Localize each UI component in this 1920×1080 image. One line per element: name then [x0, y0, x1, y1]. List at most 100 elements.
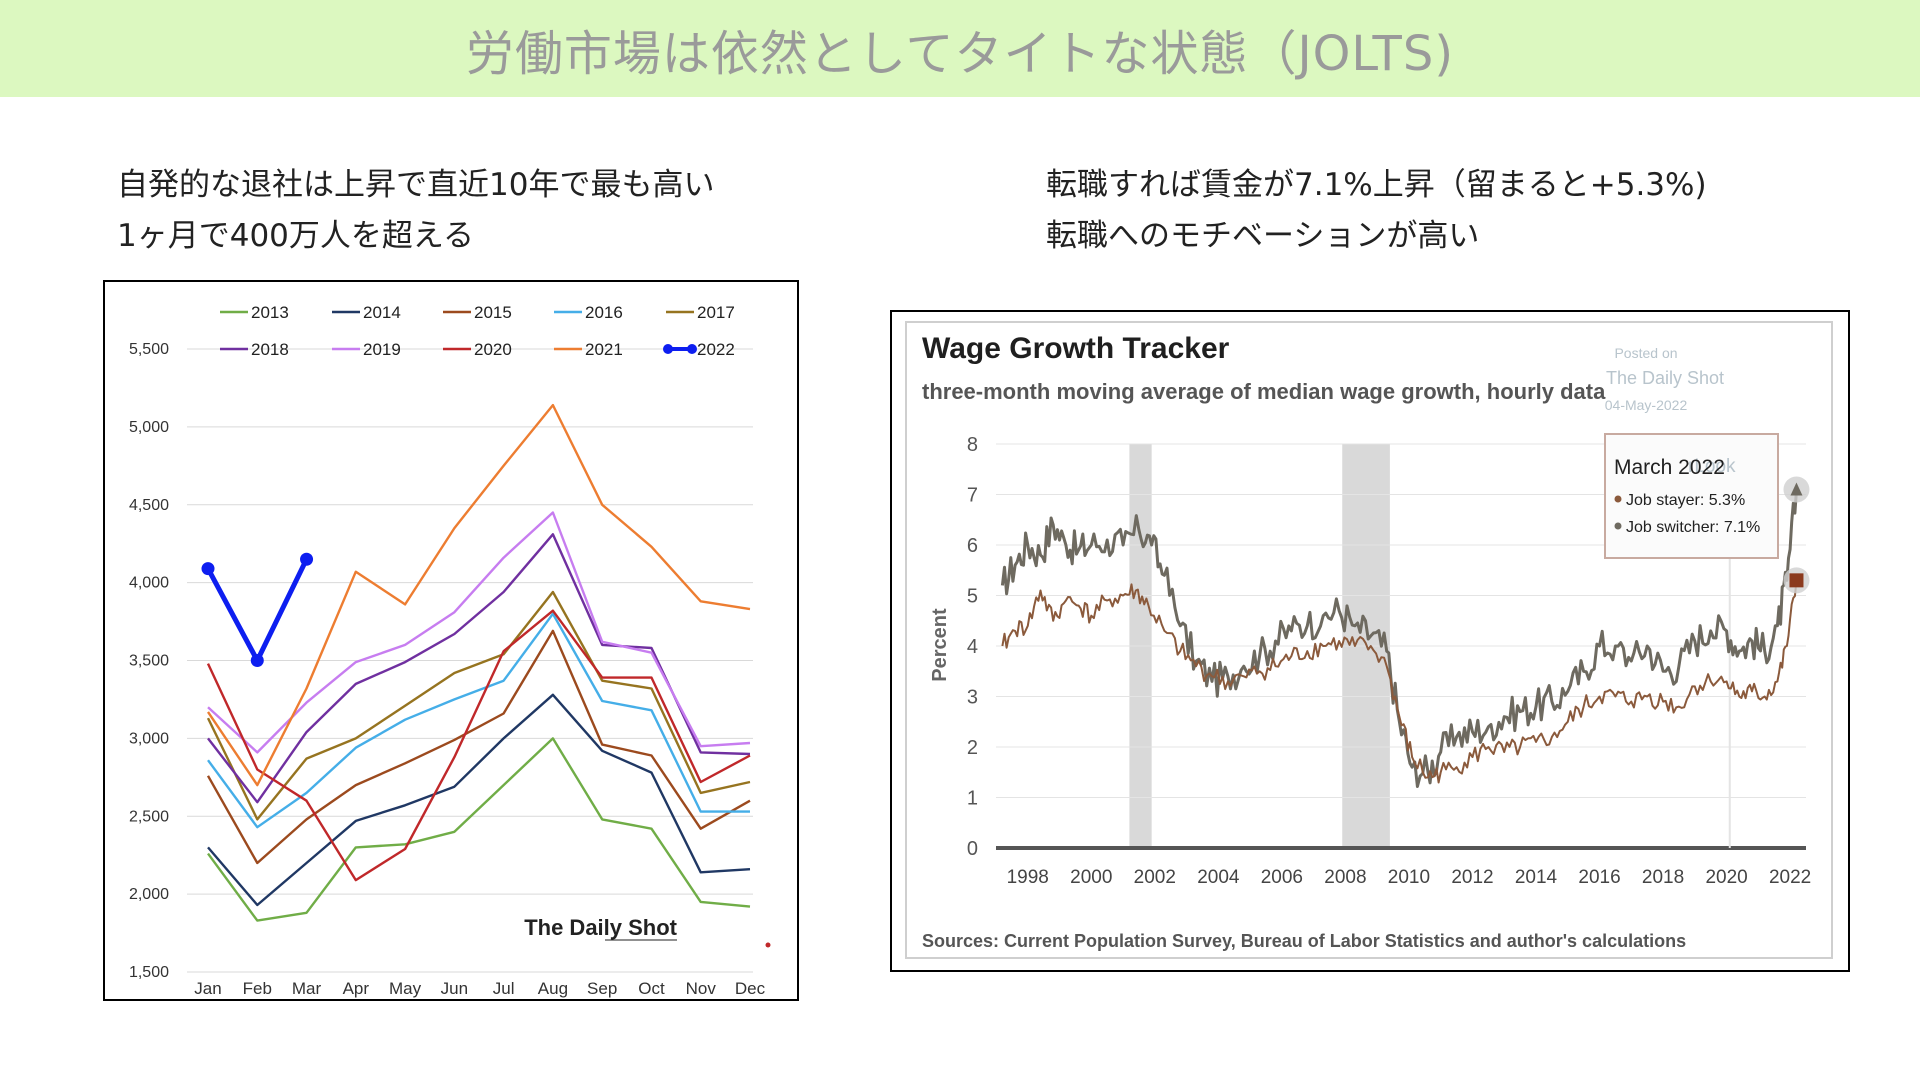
legend-marker-2022 — [663, 344, 673, 354]
x-tick-label: 2016 — [1578, 867, 1620, 888]
right-caption-line1: 転職すれば賃金が7.1%上昇（留まると+5.3%) — [1046, 167, 1707, 203]
series-line-2021 — [207, 403, 751, 787]
y-tick-label: 8 — [967, 434, 978, 456]
quits-watermark: The Daily Shot — [524, 915, 677, 940]
tooltip-box — [1604, 433, 1779, 559]
wage-subtitle: three-month moving average of median wag… — [922, 379, 1606, 404]
wage-source: Sources: Current Population Survey, Bure… — [922, 931, 1686, 951]
x-tick-label: 2008 — [1324, 867, 1366, 888]
series-line-job-switcher — [1000, 489, 1798, 788]
quits-chart-panel: 1,500 2,000 2,500 3,000 3,500 4,000 4,500 5,000… — [103, 280, 799, 1001]
legend-label-2014: 2014 — [363, 303, 401, 322]
y-tick-label: 7 — [967, 485, 978, 507]
y-tick-label: 5,500 — [129, 341, 169, 358]
stayer-endpoint-marker — [1789, 573, 1804, 588]
switcher-endpoint-marker — [1790, 482, 1803, 496]
tooltip-switcher: Job switcher: 7.1% — [1626, 519, 1760, 536]
series-point-2022 — [250, 654, 264, 667]
y-tick-label: 3,500 — [129, 653, 169, 670]
legend-label-2013: 2013 — [251, 303, 289, 322]
series-line-2013 — [207, 737, 751, 922]
x-tick-label: 2022 — [1769, 867, 1811, 888]
y-tick-label: 3 — [967, 687, 978, 709]
left-caption-line2: 1ヶ月で400万人を超える — [117, 218, 474, 254]
series-line-2015 — [206, 629, 751, 865]
legend-label-2016: 2016 — [585, 303, 623, 322]
legend-label-2021: 2021 — [585, 340, 623, 359]
legend-label-2020: 2020 — [474, 340, 512, 359]
series-line-2016 — [207, 612, 750, 829]
x-tick-label: 2012 — [1451, 867, 1493, 888]
series-line-2022 — [205, 558, 309, 663]
x-tick-label: Nov — [686, 979, 717, 998]
series-point-2022 — [300, 552, 314, 566]
right-caption-line2: 転職へのモチベーションが高い — [1046, 218, 1480, 254]
legend-label-2019: 2019 — [363, 340, 401, 359]
x-tick-label: Mar — [292, 979, 322, 998]
y-tick-label: 2 — [967, 737, 978, 759]
legend-label-2022: 2022 — [697, 340, 735, 359]
posted-note-line: Posted on — [1614, 345, 1677, 361]
x-tick-label: 2010 — [1388, 867, 1430, 888]
x-tick-label: Jan — [194, 979, 221, 998]
posted-note-line: 04-May-2022 — [1605, 397, 1688, 413]
left-caption-line1: 自発的な退社は上昇で直近10年で最も高い — [117, 167, 715, 203]
posted-note-line: The Daily Shot — [1606, 368, 1724, 388]
y-tick-label: 4,000 — [129, 575, 169, 592]
wage-title: Wage Growth Tracker — [922, 332, 1230, 365]
watermark-dot — [765, 942, 771, 948]
quits-chart: 1,500 2,000 2,500 3,000 3,500 4,000 4,500 5,000… — [129, 303, 771, 998]
series-line-2019 — [207, 511, 751, 754]
wage-chart: Wage Growth Tracker three-month moving a… — [905, 321, 1833, 959]
series-line-2014 — [207, 693, 751, 907]
series-line-2020 — [206, 609, 751, 882]
x-tick-label: Aug — [538, 979, 568, 998]
legend-label-2017: 2017 — [697, 303, 735, 322]
y-tick-label: 1 — [967, 788, 978, 810]
x-tick-label: 2004 — [1197, 867, 1240, 888]
page-title: 労働市場は依然としてタイトな状態（JOLTS) — [465, 25, 1455, 82]
tooltip-stayer-dot — [1614, 495, 1622, 503]
y-tick-label: 3,000 — [129, 730, 169, 747]
y-tick-label: 5 — [967, 586, 978, 608]
y-tick-label: 6 — [967, 535, 978, 557]
right-caption: 転職すれば賃金が7.1%上昇（留まると+5.3%) 転職へのモチベーションが高い — [1046, 160, 1707, 262]
series-point-2022 — [201, 562, 215, 576]
x-tick-label: 2018 — [1642, 867, 1684, 888]
tooltip-stayer: Job stayer: 5.3% — [1626, 492, 1745, 509]
tooltip-switcher-dot — [1614, 522, 1622, 530]
x-tick-label: 2000 — [1070, 867, 1112, 888]
x-tick-label: May — [389, 979, 422, 998]
series-line-job-stayer — [1001, 580, 1798, 784]
y-tick-label: 2,000 — [129, 886, 169, 903]
legend-label-2015: 2015 — [474, 303, 512, 322]
x-tick-label: Oct — [638, 979, 665, 998]
tooltip-title: March 2022 — [1614, 456, 1725, 479]
y-tick-label: 1,500 — [129, 964, 169, 981]
y-tick-label: 4 — [967, 636, 978, 658]
left-caption: 自発的な退社は上昇で直近10年で最も高い 1ヶ月で400万人を超える — [117, 160, 714, 262]
series-line-2017 — [206, 590, 751, 821]
series-line-2018 — [207, 533, 751, 804]
x-tick-label: 2002 — [1134, 867, 1176, 888]
y-tick-label: 5,000 — [129, 419, 169, 436]
x-tick-label: Sep — [587, 979, 617, 998]
legend-label-2018: 2018 — [251, 340, 289, 359]
y-tick-label: 0 — [967, 838, 978, 860]
x-tick-label: Dec — [735, 979, 766, 998]
wage-inner-frame — [905, 321, 1833, 959]
tooltip-ghost-text: rLook — [1688, 456, 1736, 477]
x-tick-label: 1998 — [1007, 867, 1049, 888]
y-tick-label: 4,500 — [129, 497, 169, 514]
y-tick-label: 2,500 — [129, 808, 169, 825]
wage-ylabel: Percent — [929, 608, 951, 682]
x-tick-label: 2020 — [1705, 867, 1747, 888]
x-tick-label: Jun — [441, 979, 468, 998]
x-tick-label: Feb — [243, 979, 272, 998]
x-tick-label: Jul — [493, 979, 515, 998]
legend-marker-2022 — [687, 344, 697, 354]
x-tick-label: Apr — [343, 979, 370, 998]
x-tick-label: 2014 — [1515, 867, 1558, 888]
x-tick-label: 2006 — [1261, 867, 1303, 888]
title-banner: 労働市場は依然としてタイトな状態（JOLTS) — [0, 0, 1920, 97]
